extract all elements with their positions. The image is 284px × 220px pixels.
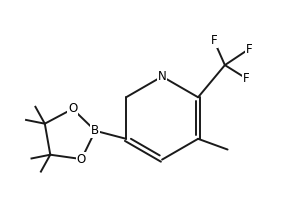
Text: F: F: [243, 72, 250, 85]
Text: N: N: [158, 70, 166, 83]
Text: F: F: [211, 35, 218, 48]
Text: F: F: [246, 42, 252, 55]
Text: O: O: [77, 153, 86, 166]
Text: O: O: [68, 102, 77, 115]
Text: B: B: [91, 124, 99, 137]
